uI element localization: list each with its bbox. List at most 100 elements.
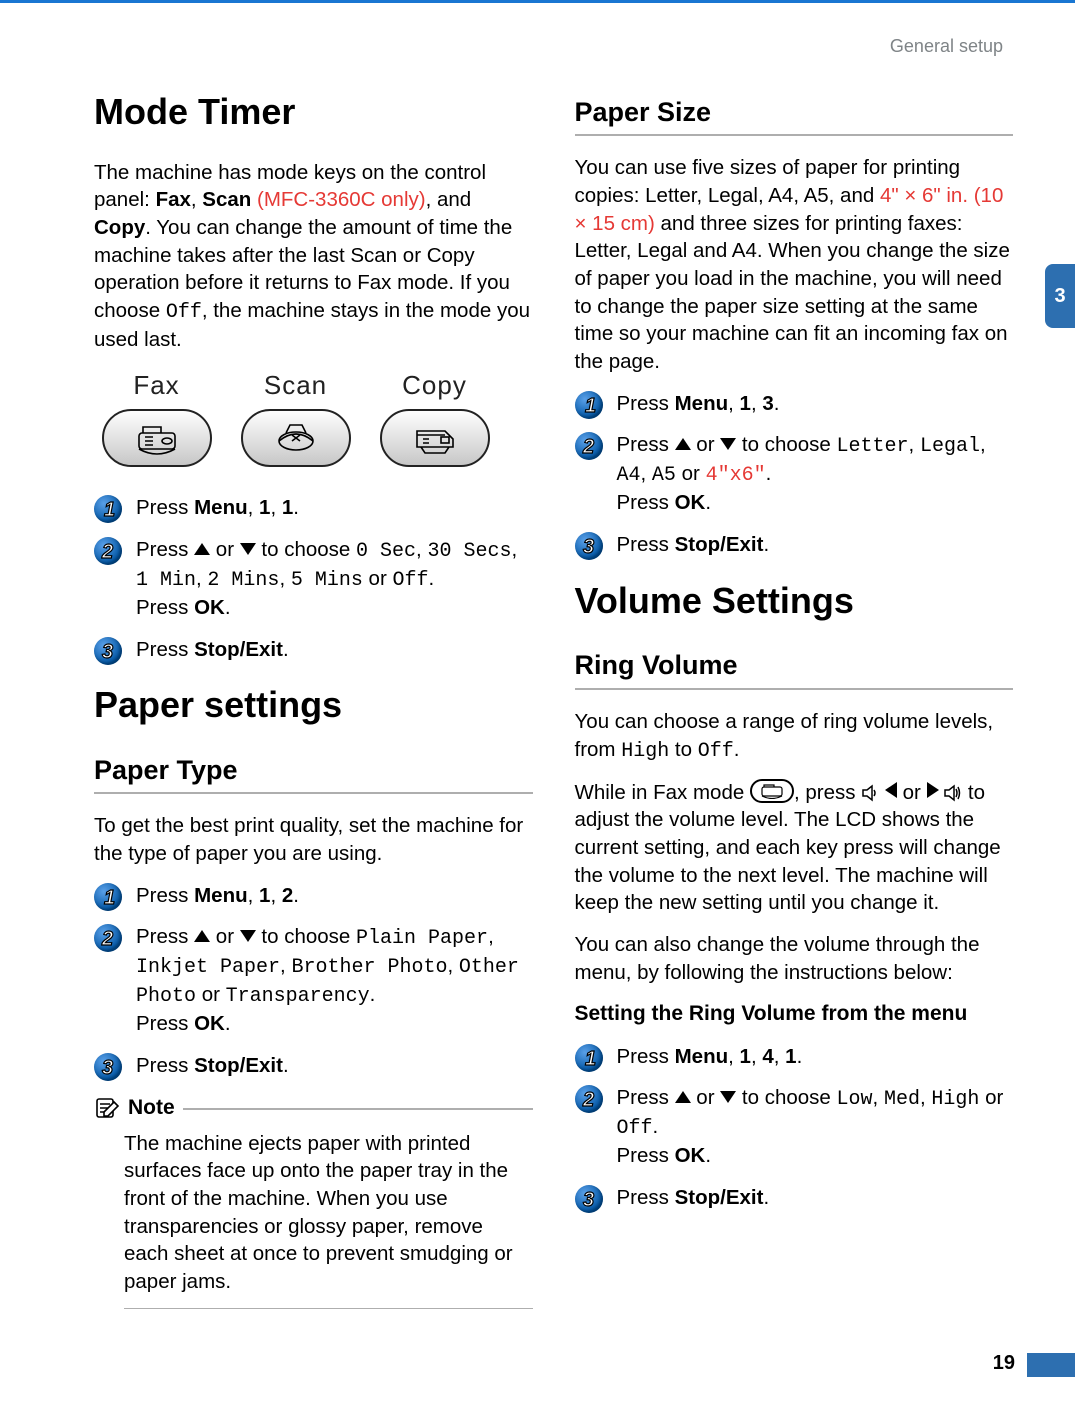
text: , [416,538,427,561]
mono: Med [884,1088,920,1111]
step-bullet-1-icon: 1 [94,495,122,523]
mono: Letter [837,435,909,458]
step-bullet-3-icon: 3 [94,637,122,665]
mode-key-label: Copy [372,368,497,403]
step-2: 2 Press or to choose 0 Sec, 30 Secs, 1 M… [94,536,533,622]
text: , [511,538,517,561]
paper-size-intro: You can use five sizes of paper for prin… [575,154,1014,375]
step-bullet-3-icon: 3 [575,532,603,560]
bold: Menu [194,496,248,519]
bold: 4 [762,1045,773,1068]
text: , [774,1045,785,1068]
svg-text:1: 1 [585,395,596,417]
fax-key-icon [750,779,794,803]
mono: Off [617,1117,653,1140]
mode-key-copy: Copy [372,368,497,475]
note-bottom-rule [124,1308,533,1310]
text: . [774,392,780,415]
bold: 1 [259,496,270,519]
text: Press [617,1045,675,1068]
ring-vol-p1: You can choose a range of ring volume le… [575,708,1014,765]
mono: High [621,740,669,763]
text: , [279,567,290,590]
note-rule [183,1108,533,1110]
text: . [797,1045,803,1068]
svg-text:1: 1 [104,887,115,909]
text: , [751,1045,762,1068]
text: , [728,1045,739,1068]
text: Press [617,1086,675,1109]
svg-text:3: 3 [102,1057,113,1079]
text: . [763,1186,769,1209]
step-1: 1 Press Menu, 1, 4, 1. [575,1043,1014,1071]
down-triangle-icon [720,438,736,450]
svg-text:2: 2 [101,928,113,950]
text: , and [426,188,472,211]
top-rule [0,0,1075,3]
mono: Plain Paper [356,927,488,950]
left-column: Mode Timer The machine has mode keys on … [94,88,533,1331]
down-triangle-icon [720,1091,736,1103]
heading-ring-vol-menu: Setting the Ring Volume from the menu [575,1000,1014,1028]
text: , [909,433,920,456]
text: , [196,567,207,590]
step-bullet-1-icon: 1 [94,883,122,911]
mode-key-label: Scan [233,368,358,403]
paper-type-steps: 1 Press Menu, 1, 2. 2 Press or to choose… [94,882,533,1080]
text: or [196,983,226,1006]
scan-icon [241,409,351,467]
bold: OK [194,1012,225,1035]
header-label: General setup [890,34,1003,58]
svg-text:3: 3 [583,1189,594,1211]
text: Press [617,1186,675,1209]
bold: Menu [194,884,248,907]
right-column: Paper Size You can use five sizes of pap… [575,88,1014,1331]
red-text: (MFC-3360C only) [257,188,426,211]
heading-paper-settings: Paper settings [94,681,533,730]
text: Press [617,1144,675,1167]
step-3: 3 Press Stop/Exit. [575,531,1014,559]
text: Press [617,491,675,514]
speaker-high-icon [944,781,962,804]
text: Press [617,533,675,556]
text: Press [136,596,194,619]
text: , [191,188,202,211]
text: , [920,1086,931,1109]
text: , [270,884,281,907]
step-2: 2 Press or to choose Letter, Legal, A4, … [575,431,1014,517]
speaker-low-icon [861,781,879,804]
fax-icon [102,409,212,467]
up-triangle-icon [194,930,210,942]
step-3: 3 Press Stop/Exit. [94,1052,533,1080]
text: Press [136,496,194,519]
text: , [641,462,652,485]
text: , [488,925,494,948]
text: , [280,954,291,977]
heading-rule [575,134,1014,136]
text: . [293,884,299,907]
mono: Inkjet Paper [136,956,280,979]
text: . [283,638,289,661]
text: and three sizes for printing faxes: Lett… [575,212,1010,373]
mono: 0 Sec [356,540,416,563]
up-triangle-icon [675,438,691,450]
chapter-tab: 3 [1045,264,1075,328]
bold: OK [194,596,225,619]
left-triangle-icon [885,782,897,798]
text: . [653,1115,659,1138]
mono: 5 Mins [291,569,363,592]
bold: 1 [740,392,751,415]
bold: Copy [94,216,145,239]
text: . [429,567,435,590]
heading-ring-volume: Ring Volume [575,647,1014,683]
step-bullet-2-icon: 2 [575,432,603,460]
up-triangle-icon [194,543,210,555]
bold: Stop/Exit [194,638,283,661]
heading-rule [575,688,1014,690]
mono: 1 Min [136,569,196,592]
text: . [705,491,711,514]
text: Press [136,538,194,561]
text: While in Fax mode [575,781,750,804]
text: to choose [736,433,836,456]
text: . [705,1144,711,1167]
